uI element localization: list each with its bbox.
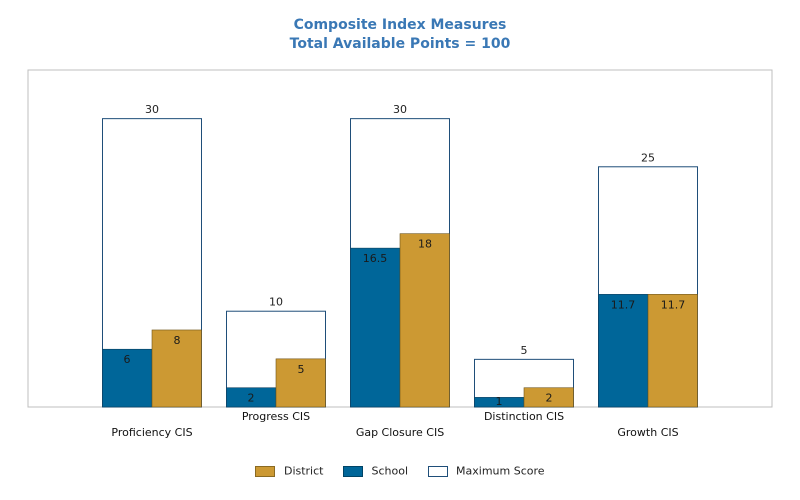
data-label-district-gap-closure-cis: 18 [418,238,432,251]
bar-district-progress-cis [275,358,326,408]
bar-district-distinction-cis [523,387,574,408]
bar-district-growth-cis [647,294,698,408]
bar-district-proficiency-cis [151,329,202,408]
category-label-growth-cis: Growth CIS [617,426,678,439]
data-label-maximum-score-distinction-cis: 5 [521,344,528,357]
category-label-progress-cis: Progress CIS [242,410,310,423]
legend-item-district: District [255,464,323,478]
data-label-school-progress-cis: 2 [248,392,255,405]
legend-swatch-school [342,465,363,477]
legend-label-school: School [371,464,409,478]
data-label-school-gap-closure-cis: 16.5 [363,252,388,265]
category-label-distinction-cis: Distinction CIS [484,410,564,423]
data-label-maximum-score-progress-cis: 10 [269,296,283,309]
legend-item-school: School [342,464,409,478]
chart-subtitle: Total Available Points = 100 [289,36,511,52]
legend-label-maximum-score: Maximum Score [456,464,545,478]
data-label-school-growth-cis: 11.7 [611,298,636,311]
chart-legend: District School Maximum Score [0,464,800,478]
bar-district-gap-closure-cis [399,233,450,408]
data-label-district-progress-cis: 5 [298,363,305,376]
legend-label-district: District [283,464,324,478]
legend-item-maximum-score: Maximum Score [427,464,545,478]
data-label-district-growth-cis: 11.7 [661,298,686,311]
data-label-district-distinction-cis: 2 [546,392,553,405]
data-label-school-proficiency-cis: 6 [124,353,131,366]
data-label-maximum-score-proficiency-cis: 30 [145,103,159,116]
data-label-maximum-score-gap-closure-cis: 30 [393,103,407,116]
legend-swatch-maximum-score [427,465,448,477]
category-label-gap-closure-cis: Gap Closure CIS [356,426,444,439]
data-label-maximum-score-growth-cis: 25 [641,151,655,164]
data-label-district-proficiency-cis: 8 [174,334,181,347]
category-label-proficiency-cis: Proficiency CIS [111,426,192,439]
data-label-school-distinction-cis: 1 [496,395,503,408]
bar-school-gap-closure-cis [350,247,401,408]
legend-swatch-district [255,465,276,477]
chart-title: Composite Index Measures [293,17,507,33]
